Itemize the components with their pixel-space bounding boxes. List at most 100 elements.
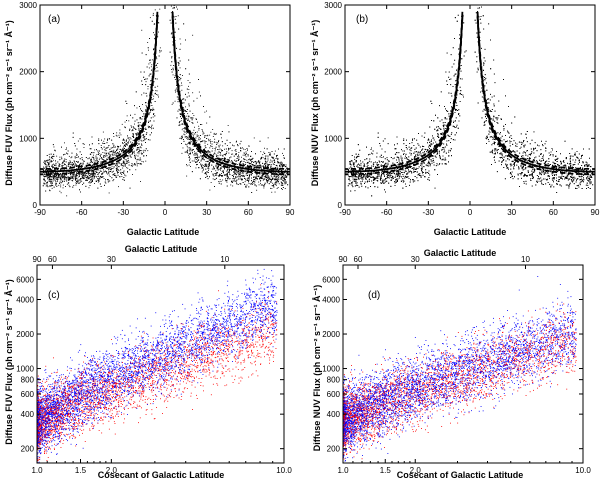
data-point <box>185 143 186 145</box>
data-point <box>216 166 218 168</box>
data-point <box>44 183 46 185</box>
data-point <box>195 162 197 163</box>
data-point <box>123 162 125 163</box>
data-point <box>246 159 248 161</box>
data-point <box>140 150 141 151</box>
data-point <box>186 109 188 110</box>
data-point <box>190 117 192 119</box>
data-point <box>281 177 283 179</box>
data-point <box>120 150 122 151</box>
data-point <box>150 120 151 122</box>
data-point <box>253 182 255 184</box>
data-point <box>236 183 238 185</box>
data-point <box>218 149 220 151</box>
data-point <box>242 178 243 180</box>
data-point <box>277 161 279 163</box>
data-point <box>156 78 158 80</box>
data-point <box>237 144 238 146</box>
data-point <box>91 156 93 158</box>
data-point <box>237 171 239 173</box>
data-point <box>218 182 220 184</box>
data-point <box>255 179 257 181</box>
data-point <box>110 154 111 156</box>
data-point <box>174 79 176 80</box>
data-point <box>147 125 149 127</box>
data-point <box>53 176 55 178</box>
data-point <box>145 150 146 152</box>
data-point <box>76 182 78 184</box>
data-point <box>235 170 237 171</box>
data-point <box>271 161 273 163</box>
data-point <box>257 178 258 180</box>
data-point <box>47 186 49 188</box>
data-point <box>123 172 125 174</box>
data-point <box>237 164 239 165</box>
data-point <box>267 177 269 178</box>
data-point <box>147 150 149 152</box>
data-point <box>197 157 199 159</box>
data-point <box>207 161 209 163</box>
data-point <box>271 164 272 166</box>
data-point <box>243 161 245 162</box>
data-point <box>221 159 222 161</box>
data-point <box>270 181 272 183</box>
data-point <box>220 180 222 182</box>
data-point <box>139 106 140 107</box>
data-point <box>157 70 159 72</box>
data-point <box>88 177 90 179</box>
data-point <box>154 78 156 80</box>
data-point <box>155 70 157 72</box>
data-point <box>135 169 137 171</box>
data-point <box>187 143 189 144</box>
data-point <box>275 182 277 184</box>
data-point <box>266 179 267 180</box>
data-point <box>79 179 81 181</box>
data-point <box>221 137 222 139</box>
data-point <box>125 162 127 164</box>
data-point <box>183 140 185 142</box>
data-point <box>200 164 202 166</box>
data-point <box>207 158 208 159</box>
data-point <box>233 145 235 147</box>
data-point <box>127 148 129 150</box>
data-point <box>64 176 65 178</box>
data-point <box>137 163 139 164</box>
data-point <box>267 175 269 177</box>
data-point <box>124 121 126 123</box>
data-point <box>71 176 73 177</box>
data-point <box>151 64 153 66</box>
data-point <box>152 116 154 118</box>
data-point <box>248 186 250 188</box>
data-point <box>132 139 134 141</box>
data-point <box>256 173 258 175</box>
data-point <box>284 183 286 185</box>
data-point <box>91 143 93 145</box>
data-point <box>126 143 128 145</box>
data-point <box>72 171 74 172</box>
data-point <box>183 23 185 25</box>
data-point <box>211 171 212 173</box>
data-point <box>53 186 55 188</box>
data-point <box>103 155 105 157</box>
data-point <box>84 170 86 172</box>
data-point <box>143 161 144 163</box>
data-point <box>51 161 53 162</box>
data-point <box>196 153 198 155</box>
data-point <box>153 113 155 115</box>
panel-b: (b) Galactic Latitude Diffuse NUV Flux (… <box>310 1 600 237</box>
data-point <box>104 155 106 156</box>
data-point <box>117 172 119 173</box>
data-point <box>87 180 88 181</box>
data-point <box>76 178 78 180</box>
data-point <box>87 162 89 164</box>
data-point <box>204 145 206 147</box>
data-point <box>259 162 261 164</box>
data-point <box>68 179 70 181</box>
model-curve-dashed <box>171 11 290 170</box>
data-point <box>188 105 190 107</box>
data-point <box>72 136 74 138</box>
data-point <box>147 86 149 87</box>
data-point <box>230 169 232 170</box>
data-point <box>273 153 275 155</box>
data-point <box>199 143 201 145</box>
